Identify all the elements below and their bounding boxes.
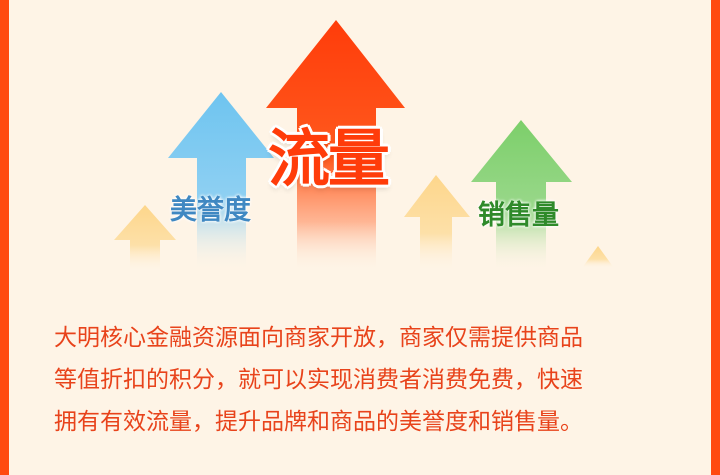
growth-arrows-illustration — [114, 20, 614, 272]
red-arrow — [266, 20, 405, 272]
small-yellow-arrow-right — [582, 246, 614, 268]
small-yellow-arrow-left — [114, 205, 176, 272]
blue-arrow — [168, 92, 274, 272]
green-arrow — [471, 120, 572, 272]
traffic-label: 流量 — [268, 122, 390, 195]
right-border-bar — [711, 0, 720, 475]
sales-label: 销售量 — [478, 200, 559, 231]
description-line-3: 拥有有效流量，提升品牌和商品的美誉度和销售量。 — [54, 409, 583, 435]
description-paragraph: 大明核心金融资源面向商家开放，商家仅需提供商品 等值折扣的积分，就可以实现消费者… — [54, 317, 674, 443]
description-line-1: 大明核心金融资源面向商家开放，商家仅需提供商品 — [54, 325, 583, 351]
reputation-label: 美誉度 — [170, 195, 251, 226]
yellow-arrow-middle — [404, 175, 470, 272]
description-line-2: 等值折扣的积分，就可以实现消费者消费免费，快速 — [54, 367, 583, 393]
left-border-bar — [0, 0, 9, 475]
